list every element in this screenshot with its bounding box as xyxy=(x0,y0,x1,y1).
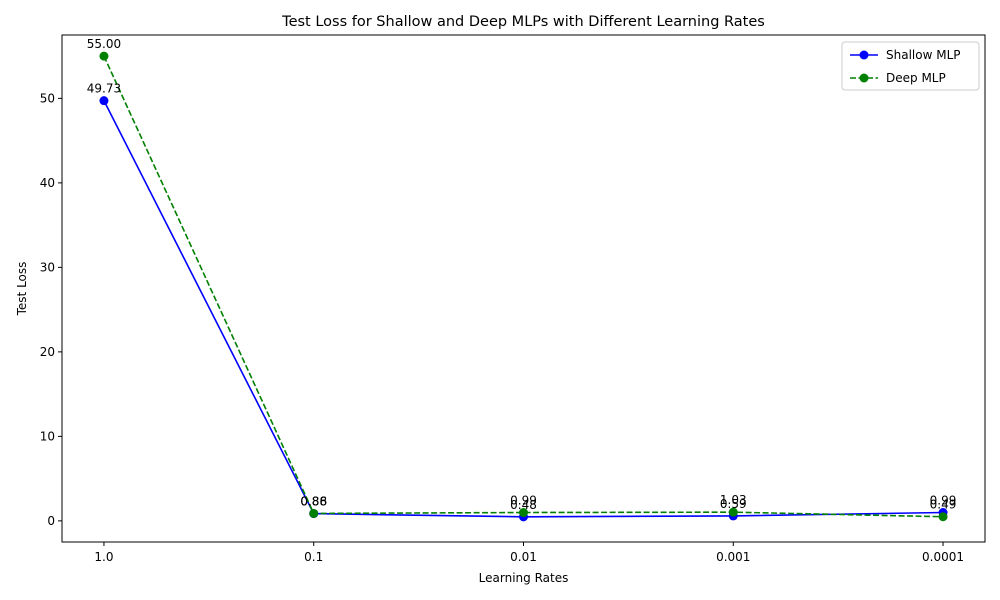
series-layer xyxy=(99,51,948,522)
deep-mlp-data-label: 0.49 xyxy=(930,498,957,512)
plot-frame xyxy=(61,34,986,543)
data-labels: 49.73 0.86 0.48 0.59 0.99 55.00 0.88 0.99 1.03 0.… xyxy=(87,37,957,512)
x-tick-label: 0.001 xyxy=(716,550,750,564)
deep-mlp-point xyxy=(99,51,109,61)
deep-mlp-data-label: 0.99 xyxy=(510,494,537,508)
deep-mlp-point xyxy=(519,508,528,518)
shallow-mlp-data-label: 0.59 xyxy=(720,497,747,511)
x-axis-label: Learning Rates xyxy=(479,571,569,585)
x-tick-label: 0.1 xyxy=(304,550,323,564)
shallow-mlp-point xyxy=(99,96,109,106)
deep-mlp-line xyxy=(103,55,944,518)
y-tick-label: 50 xyxy=(40,91,55,105)
x-tick-label: 0.0001 xyxy=(922,550,964,564)
shallow-mlp-data-label: 0.99 xyxy=(930,494,957,508)
x-tick-label: 1.0 xyxy=(94,550,113,564)
y-tick-label: 10 xyxy=(40,429,55,443)
legend: Shallow MLP Deep MLP xyxy=(841,41,980,91)
x-axis-ticks: 1.0 0.1 0.01 0.001 0.0001 xyxy=(94,542,964,564)
deep-mlp-data-label: 0.88 xyxy=(300,494,327,508)
chart-title: Test Loss for Shallow and Deep MLPs with… xyxy=(281,14,765,30)
deep-mlp-legend-marker xyxy=(859,73,869,83)
shallow-mlp-data-label: 49.73 xyxy=(87,82,121,96)
y-axis-ticks: 0 10 20 30 40 50 xyxy=(40,91,62,528)
deep-mlp-point xyxy=(309,508,319,518)
x-tick-label: 0.01 xyxy=(510,550,537,564)
plot-area xyxy=(62,35,985,542)
shallow-mlp-legend-label: Shallow MLP xyxy=(886,48,961,62)
y-tick-label: 0 xyxy=(47,514,55,528)
y-tick-label: 20 xyxy=(40,345,55,359)
shallow-mlp-data-label: 0.48 xyxy=(510,498,537,512)
shallow-mlp-legend-marker xyxy=(859,50,869,60)
y-tick-label: 40 xyxy=(40,176,55,190)
y-axis-label: Test Loss xyxy=(15,262,29,317)
shallow-mlp-data-label: 0.86 xyxy=(300,495,327,509)
deep-mlp-data-label: 1.03 xyxy=(720,493,747,507)
deep-mlp-point xyxy=(728,507,738,517)
deep-mlp-legend-label: Deep MLP xyxy=(886,71,946,85)
deep-mlp-data-label: 55.00 xyxy=(87,37,121,51)
y-tick-label: 30 xyxy=(40,260,55,274)
deep-mlp-point xyxy=(938,512,948,522)
